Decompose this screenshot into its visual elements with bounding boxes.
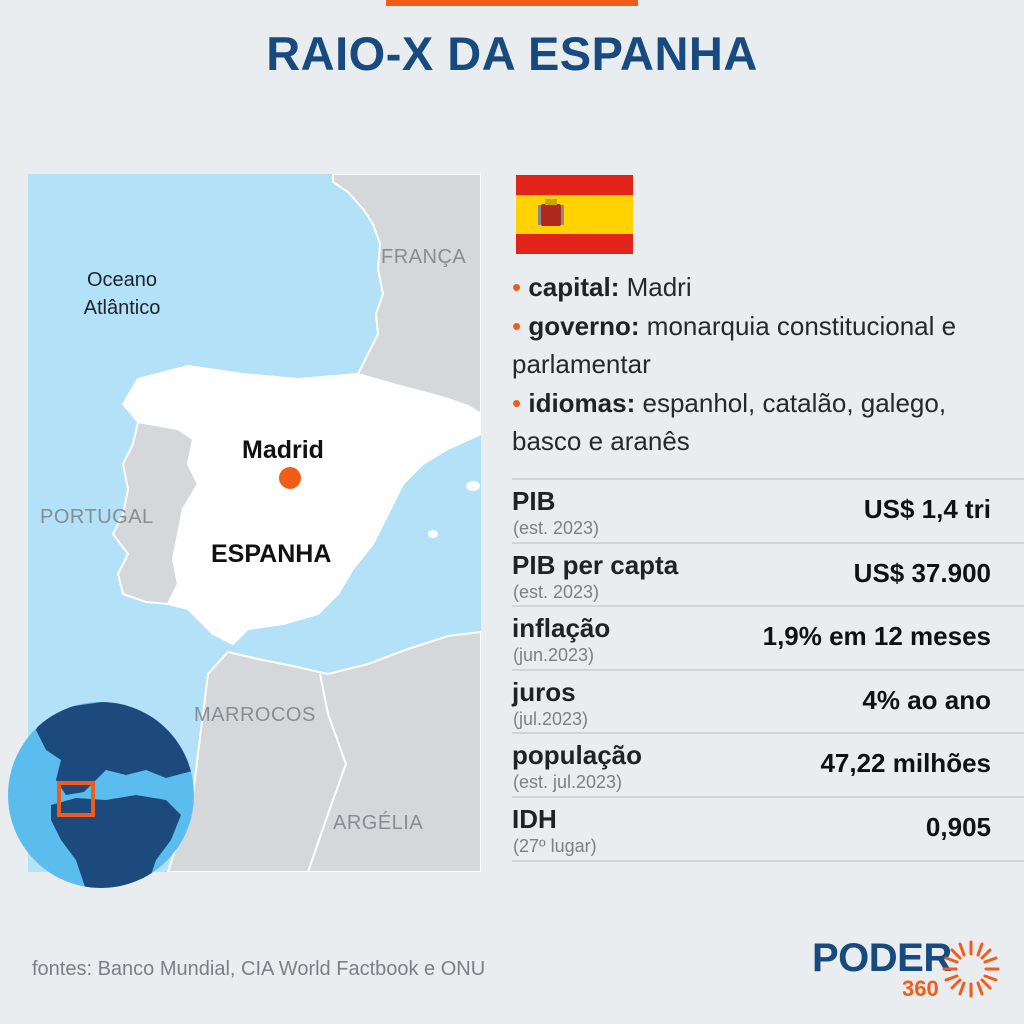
coat-of-arms-icon: [538, 199, 564, 226]
facts-list: • capital: Madri • governo: monarquia co…: [512, 268, 1012, 461]
globe-inset: [6, 700, 196, 890]
stat-name: PIB per capta: [512, 549, 679, 580]
bullet-icon: •: [512, 272, 522, 302]
stat-note: (est. jul.2023): [513, 772, 623, 793]
stat-note: (est. 2023): [513, 581, 600, 602]
stats-row: PIB per capta (est. 2023) US$ 37.900: [512, 541, 1024, 606]
stat-value: 0,905: [925, 811, 991, 842]
stats-row: PIB (est. 2023) US$ 1,4 tri: [512, 478, 1024, 542]
stat-note: (jun.2023): [513, 645, 595, 666]
stats-table: PIB (est. 2023) US$ 1,4 tri PIB per capt…: [512, 478, 1024, 862]
stat-value: 4% ao ano: [862, 684, 991, 715]
capital-value: Madri: [619, 272, 692, 302]
france-label: FRANÇA: [381, 246, 467, 268]
fact-government: • governo: monarquia constitucional e pa…: [512, 307, 1012, 384]
morocco-algeria-border: [307, 673, 348, 872]
balearic-island: [428, 530, 438, 538]
stats-row: inflação (jun.2023) 1,9% em 12 meses: [512, 605, 1024, 669]
spain-flag: [516, 175, 633, 254]
globe-location-box: [57, 781, 95, 817]
languages-value: espanhol, catalão, galego, basco e aranê…: [512, 387, 947, 457]
stat-value: 47,22 milhões: [820, 748, 991, 779]
algeria-label: ARGÉLIA: [333, 812, 424, 834]
africa-land: [166, 630, 481, 872]
languages-label: idiomas:: [528, 387, 636, 418]
morocco-label: MARROCOS: [194, 704, 316, 726]
stat-name: juros: [512, 676, 576, 707]
ocean-label: Oceano Atlântico: [52, 266, 192, 322]
top-accent-bar: [386, 0, 638, 6]
spain-label: ESPANHA: [211, 540, 332, 568]
stat-value: US$ 37.900: [853, 557, 991, 588]
spain-land: [121, 364, 481, 646]
stat-name: inflação: [512, 613, 611, 644]
stats-row: IDH (27º lugar) 0,905: [512, 795, 1024, 862]
globe-greenland: [8, 702, 36, 728]
logo-number: 360: [902, 976, 939, 1001]
portugal-label: PORTUGAL: [40, 506, 154, 528]
government-label: governo:: [528, 310, 640, 341]
globe-africa: [51, 795, 181, 888]
madrid-marker: [279, 467, 301, 489]
flag-yellow-band: [516, 195, 633, 234]
stat-note: (27º lugar): [513, 835, 597, 856]
stat-note: (jul.2023): [513, 708, 589, 729]
government-value: monarquia constitucional e parlamentar: [512, 310, 957, 380]
sources-note: fontes: Banco Mundial, CIA World Factboo…: [32, 958, 486, 980]
bullet-icon: •: [512, 310, 522, 341]
logo-word: PODER: [812, 936, 952, 980]
stat-note: (est. 2023): [513, 518, 600, 538]
stat-value: 1,9% em 12 meses: [762, 621, 991, 652]
stats-row: população (est. jul.2023) 47,22 milhões: [512, 732, 1024, 796]
stat-name: IDH: [512, 803, 557, 834]
globe-europe: [36, 702, 194, 795]
ocean-label-line1: Oceano: [86, 269, 158, 291]
fact-capital: • capital: Madri: [512, 268, 1012, 307]
fact-languages: • idiomas: espanhol, catalão, galego, ba…: [512, 384, 1012, 461]
stats-row: juros (jul.2023) 4% ao ano: [512, 668, 1024, 733]
ocean-label-line2: Atlântico: [83, 297, 161, 319]
france-land: [332, 174, 481, 416]
poder360-logo: PODER 360: [812, 936, 1012, 1006]
sunburst-icon: [942, 940, 1000, 998]
bullet-icon: •: [512, 387, 522, 418]
stat-name: PIB: [512, 486, 556, 516]
balearic-island: [466, 481, 480, 491]
madrid-label: Madrid: [242, 436, 324, 464]
stat-value: US$ 1,4 tri: [863, 494, 991, 524]
capital-label: capital:: [528, 272, 620, 302]
stat-name: população: [512, 740, 643, 771]
page-title: RAIO-X DA ESPANHA: [266, 27, 758, 80]
